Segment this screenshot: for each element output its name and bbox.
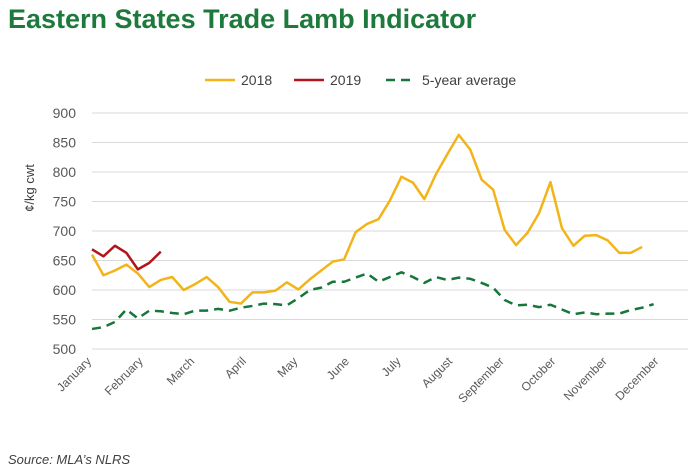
legend-label: 2018 — [241, 72, 272, 88]
chart-title: Eastern States Trade Lamb Indicator — [8, 4, 477, 34]
x-tick-label: May — [274, 354, 300, 380]
y-tick-label: 850 — [53, 135, 77, 151]
series-line-2019 — [91, 244, 162, 271]
x-tick-label: October — [518, 354, 558, 394]
y-tick-label: 750 — [53, 194, 77, 210]
legend-label: 5-year average — [422, 72, 516, 88]
x-tick-label: February — [102, 354, 146, 398]
x-tick-label: March — [164, 354, 197, 387]
y-axis-ticks: 500 550 600 650 700 750 800 850 900 — [53, 105, 77, 357]
legend: 2018 2019 5-year average — [205, 72, 516, 88]
y-axis-label: ¢/kg cwt — [22, 164, 37, 212]
series-line-2018 — [90, 133, 643, 305]
x-tick-label: July — [379, 354, 404, 379]
series-lines — [90, 133, 654, 331]
y-tick-label: 800 — [53, 164, 77, 180]
y-tick-label: 550 — [53, 312, 77, 328]
source-note: Source: MLA’s NLRS — [8, 452, 131, 467]
legend-label: 2019 — [330, 72, 361, 88]
x-tick-label: September — [455, 354, 506, 405]
x-tick-label: April — [222, 354, 249, 381]
x-axis-ticks: January February March April May June July Augu… — [54, 354, 661, 406]
x-tick-label: June — [324, 354, 353, 383]
y-tick-label: 900 — [53, 105, 77, 121]
x-tick-label: December — [612, 354, 661, 403]
x-tick-label: November — [561, 354, 610, 403]
y-tick-label: 600 — [53, 282, 77, 298]
x-tick-label: January — [54, 354, 94, 394]
series-line-5-year-average — [91, 271, 654, 331]
y-tick-label: 650 — [53, 253, 77, 269]
x-tick-label: August — [419, 354, 456, 391]
y-tick-label: 500 — [53, 341, 77, 357]
y-tick-label: 700 — [53, 223, 77, 239]
